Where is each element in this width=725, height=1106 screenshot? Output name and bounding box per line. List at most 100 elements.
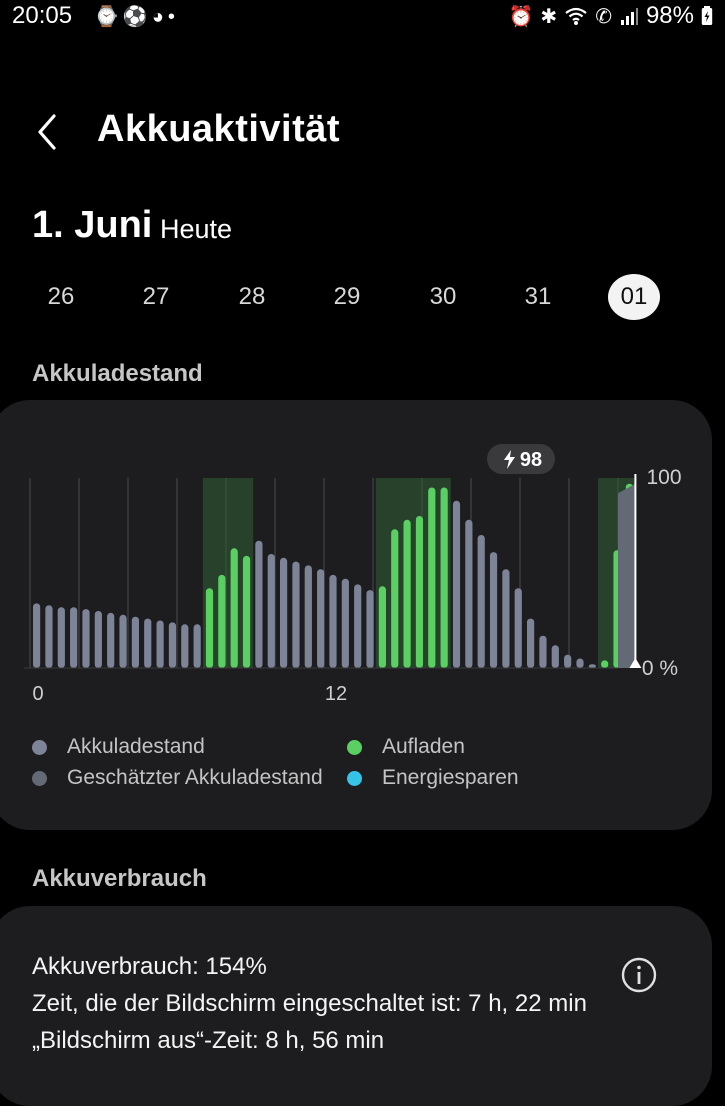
alarm-icon: ⏰ xyxy=(508,5,534,28)
battery-usage-card xyxy=(0,906,712,1106)
battery-bar xyxy=(514,588,522,668)
battery-bar xyxy=(131,616,139,668)
battery-bar xyxy=(539,635,547,668)
legend-dot xyxy=(32,770,47,786)
day-28[interactable]: 28 xyxy=(238,283,266,310)
battery-bar xyxy=(156,620,164,668)
battery-bar xyxy=(329,574,337,668)
battery-bar xyxy=(168,622,177,668)
legend-label: Energiesparen xyxy=(382,766,519,789)
battery-bar xyxy=(366,590,374,668)
battery-bar xyxy=(477,535,485,668)
day-26[interactable]: 26 xyxy=(47,283,75,310)
screen-off-time: „Bildschirm aus“-Zeit: 8 h, 56 min xyxy=(32,1027,385,1054)
page-title: Akkuaktivität xyxy=(97,108,341,150)
legend-estimated: Geschätzter Akkuladestand xyxy=(32,766,323,790)
charging-bolt-icon xyxy=(504,450,515,469)
battery-bar xyxy=(341,578,349,668)
battery-level-heading: Akkuladestand xyxy=(32,360,203,387)
signal-icon xyxy=(620,8,638,25)
battery-bar xyxy=(205,588,214,668)
selected-date-relative: Heute xyxy=(160,214,233,244)
legend-charging: Aufladen xyxy=(347,735,465,759)
battery-bar xyxy=(378,586,386,668)
day-30[interactable]: 30 xyxy=(429,283,457,310)
screen-on-time: Zeit, die der Bildschirm eingeschaltet i… xyxy=(32,990,587,1017)
battery-bar xyxy=(45,605,53,668)
legend-battery-level: Akkuladestand xyxy=(32,735,205,759)
legend-dot xyxy=(32,739,47,755)
battery-bar xyxy=(428,487,436,668)
battery-bar xyxy=(564,654,572,668)
x-tick-12: 12 xyxy=(325,683,347,705)
battery-percentage: 98% xyxy=(645,2,694,29)
app-icon: ◕ xyxy=(151,6,168,28)
day-31[interactable]: 31 xyxy=(524,283,552,310)
info-icon[interactable] xyxy=(620,956,658,994)
battery-bar xyxy=(218,574,226,668)
system-icons: ⏰ ✱ ✆ 98% xyxy=(509,2,713,30)
day-27[interactable]: 27 xyxy=(142,283,170,310)
battery-usage-heading: Akkuverbrauch xyxy=(32,865,207,892)
battery-bar xyxy=(119,614,127,668)
usage-details: Akkuverbrauch: 154% Zeit, die der Bildsc… xyxy=(32,948,587,1059)
battery-bar xyxy=(403,519,411,668)
battery-chart-card: 100 0 % 0 12 98 Akkuladestand Aufladen G… xyxy=(0,400,712,830)
current-level-value: 98 xyxy=(520,449,542,471)
battery-bar xyxy=(465,519,473,668)
usage-total: Akkuverbrauch: 154% xyxy=(32,953,267,980)
battery-bar xyxy=(255,540,263,668)
battery-bar xyxy=(144,618,152,668)
day-29[interactable]: 29 xyxy=(333,283,361,310)
battery-bar xyxy=(107,612,115,668)
notification-icons: ⌚⚽◕• xyxy=(94,4,179,29)
wifi-icon xyxy=(565,7,587,25)
battery-charging-icon xyxy=(701,6,713,25)
estimated-level-area xyxy=(618,483,636,668)
soccer-icon: ⚽ xyxy=(122,6,152,28)
battery-bar xyxy=(94,611,102,668)
battery-level-chart[interactable]: 100 0 % 0 12 98 xyxy=(0,430,712,750)
x-tick-0: 0 xyxy=(32,683,43,705)
battery-bar xyxy=(267,554,275,668)
status-bar: 20:05 ⌚⚽◕• ⏰ ✱ ✆ 98% xyxy=(0,0,725,32)
current-level-badge: 98 xyxy=(487,444,555,474)
battery-bar xyxy=(230,548,238,668)
battery-bar xyxy=(440,487,448,668)
charging-band xyxy=(375,478,451,668)
legend-label: Geschätzter Akkuladestand xyxy=(67,766,323,789)
battery-bar xyxy=(354,584,362,668)
y-tick-0: 0 % xyxy=(642,657,678,680)
legend-dot xyxy=(347,739,362,755)
watch-icon: ⌚ xyxy=(94,6,123,28)
legend-label: Akkuladestand xyxy=(67,735,205,758)
battery-bar xyxy=(181,624,189,668)
day-selector: 26 27 28 29 30 31 01 xyxy=(14,274,694,320)
legend-dot xyxy=(347,770,362,786)
selected-date: 1. Juni xyxy=(32,204,153,246)
battery-bar xyxy=(242,555,251,668)
battery-bar xyxy=(292,561,300,668)
battery-bar xyxy=(82,609,90,668)
battery-bar xyxy=(601,660,609,668)
battery-bar xyxy=(280,557,288,668)
legend-label: Aufladen xyxy=(382,735,465,758)
battery-bar xyxy=(489,552,498,668)
battery-bar xyxy=(415,516,424,668)
back-button[interactable] xyxy=(30,110,70,154)
battery-bar xyxy=(317,569,325,668)
battery-bar xyxy=(391,529,399,668)
status-time: 20:05 xyxy=(12,2,73,29)
battery-bar xyxy=(193,624,201,668)
current-time-pointer xyxy=(629,658,642,668)
bluetooth-icon: ✱ xyxy=(540,5,558,28)
battery-bar xyxy=(502,569,510,668)
legend-power-saving: Energiesparen xyxy=(347,766,519,790)
battery-bar xyxy=(576,658,584,668)
battery-bar xyxy=(304,565,312,668)
y-tick-100: 100 xyxy=(646,466,681,489)
call-icon: ✆ xyxy=(595,5,612,28)
battery-bar xyxy=(57,607,65,668)
battery-bar xyxy=(588,664,596,668)
day-01[interactable]: 01 xyxy=(608,274,660,320)
